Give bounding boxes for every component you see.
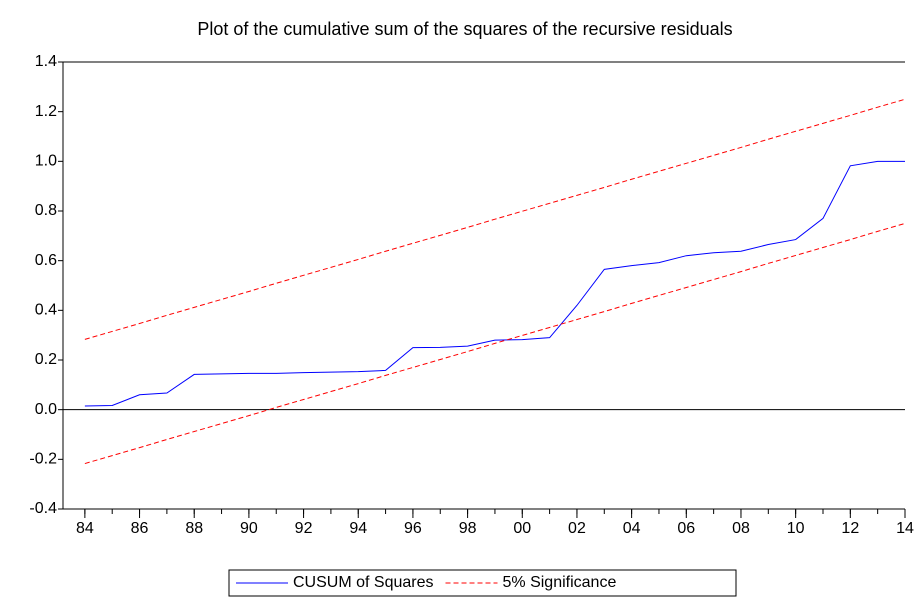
series-line (84, 222, 906, 465)
x-tick-label: 10 (787, 520, 805, 537)
y-tick-label: -0.2 (29, 451, 57, 468)
legend-label: CUSUM of Squares (293, 574, 434, 591)
x-tick-label: 06 (677, 520, 695, 537)
x-tick-label: 08 (732, 520, 750, 537)
y-tick-label: 1.0 (35, 153, 57, 170)
x-tick-label: 90 (240, 520, 258, 537)
x-tick-label: 94 (349, 520, 367, 537)
x-tick-label: 84 (76, 520, 94, 537)
legend-label: 5% Significance (503, 574, 617, 591)
x-tick-label: 92 (295, 520, 313, 537)
y-tick-label: 1.4 (35, 53, 57, 70)
y-tick-label: -0.4 (29, 500, 57, 517)
y-tick-label: 1.2 (35, 103, 57, 120)
series-line (84, 160, 905, 407)
y-tick-label: 0.6 (35, 252, 57, 269)
y-tick-label: 0.4 (35, 302, 57, 319)
x-tick-label: 98 (459, 520, 477, 537)
y-tick-label: 0.2 (35, 351, 57, 368)
chart-title: Plot of the cumulative sum of the square… (197, 19, 732, 39)
x-tick-label: 02 (568, 520, 586, 537)
x-tick-label: 12 (841, 520, 859, 537)
x-tick-label: 88 (185, 520, 203, 537)
x-tick-label: 86 (131, 520, 149, 537)
x-tick-label: 14 (896, 520, 914, 537)
series-line (84, 98, 906, 340)
x-tick-label: 00 (513, 520, 531, 537)
y-tick-label: 0.8 (35, 202, 57, 219)
x-tick-label: 04 (623, 520, 641, 537)
x-tick-label: 96 (404, 520, 422, 537)
y-tick-label: 0.0 (35, 401, 57, 418)
